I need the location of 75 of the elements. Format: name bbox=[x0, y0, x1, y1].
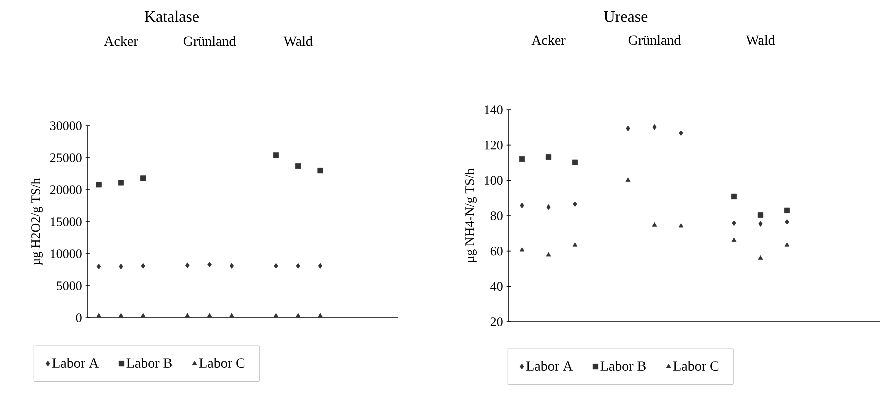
point bbox=[318, 313, 323, 318]
point bbox=[678, 223, 684, 228]
point bbox=[118, 180, 124, 186]
y-tick-label: 100 bbox=[484, 176, 503, 186]
point bbox=[296, 313, 301, 318]
y-tick-label: 0 bbox=[76, 314, 82, 322]
legend-label: Labor A bbox=[526, 361, 574, 372]
point bbox=[572, 160, 578, 166]
y-tick-label: 120 bbox=[484, 140, 503, 150]
point bbox=[296, 263, 301, 269]
point bbox=[732, 220, 736, 226]
point bbox=[573, 202, 578, 208]
text: Wald bbox=[746, 35, 776, 46]
chart-title: Katalase bbox=[144, 10, 199, 22]
point bbox=[96, 264, 102, 270]
point bbox=[186, 262, 190, 268]
point bbox=[572, 242, 578, 247]
y-tick-label: 25000 bbox=[50, 154, 82, 162]
point bbox=[274, 263, 278, 269]
point bbox=[230, 263, 234, 269]
point bbox=[679, 130, 684, 136]
text: Grünland bbox=[184, 36, 236, 46]
y-tick-label: 80 bbox=[490, 212, 503, 220]
point bbox=[141, 263, 146, 269]
legend-label: Labor B bbox=[600, 361, 646, 372]
point bbox=[785, 219, 790, 225]
point bbox=[207, 313, 212, 318]
chart-title: Urease bbox=[604, 12, 648, 22]
legend-label: Labor A bbox=[52, 358, 100, 368]
point bbox=[732, 238, 737, 242]
point bbox=[118, 313, 124, 318]
point bbox=[296, 164, 302, 170]
point bbox=[208, 262, 212, 268]
point bbox=[520, 247, 525, 252]
y-tick-label: 20000 bbox=[50, 186, 82, 194]
point bbox=[731, 194, 738, 200]
legend-label: Labor C bbox=[200, 358, 245, 368]
point bbox=[273, 152, 280, 158]
point bbox=[318, 168, 324, 174]
point bbox=[140, 176, 146, 182]
point bbox=[140, 313, 146, 318]
y-tick-label: 60 bbox=[490, 246, 503, 256]
text: Grünland bbox=[628, 35, 682, 46]
point bbox=[274, 313, 279, 318]
point bbox=[784, 242, 790, 247]
y-tick-label: 20 bbox=[490, 318, 503, 326]
y-tick-label: 30000 bbox=[50, 122, 82, 130]
y-axis-title: µg NH4-N/g TS/h bbox=[465, 168, 477, 264]
point bbox=[229, 313, 234, 318]
y-tick-label: 5000 bbox=[57, 282, 82, 290]
text: Wald bbox=[284, 36, 313, 46]
point bbox=[758, 256, 764, 260]
point bbox=[318, 263, 323, 269]
point bbox=[185, 313, 190, 318]
point bbox=[652, 124, 657, 130]
legend-label: Labor B bbox=[126, 358, 172, 368]
y-tick-label: 140 bbox=[484, 106, 503, 114]
point bbox=[758, 221, 763, 227]
text: Acker bbox=[104, 36, 138, 46]
y-axis-title: µg H2O2/g TS/h bbox=[31, 178, 43, 266]
y-tick-label: 15000 bbox=[50, 218, 82, 226]
y-tick-label: 10000 bbox=[50, 250, 82, 258]
point bbox=[546, 154, 552, 160]
y-tick-label: 40 bbox=[490, 282, 503, 292]
legend-label: Labor C bbox=[674, 361, 719, 372]
point bbox=[546, 204, 551, 210]
point bbox=[96, 182, 102, 188]
point bbox=[784, 208, 790, 214]
point bbox=[546, 252, 552, 257]
point bbox=[652, 222, 658, 227]
point bbox=[96, 313, 102, 318]
text: Acker bbox=[532, 35, 566, 46]
point bbox=[626, 178, 631, 182]
point bbox=[758, 212, 764, 218]
point bbox=[519, 156, 526, 162]
